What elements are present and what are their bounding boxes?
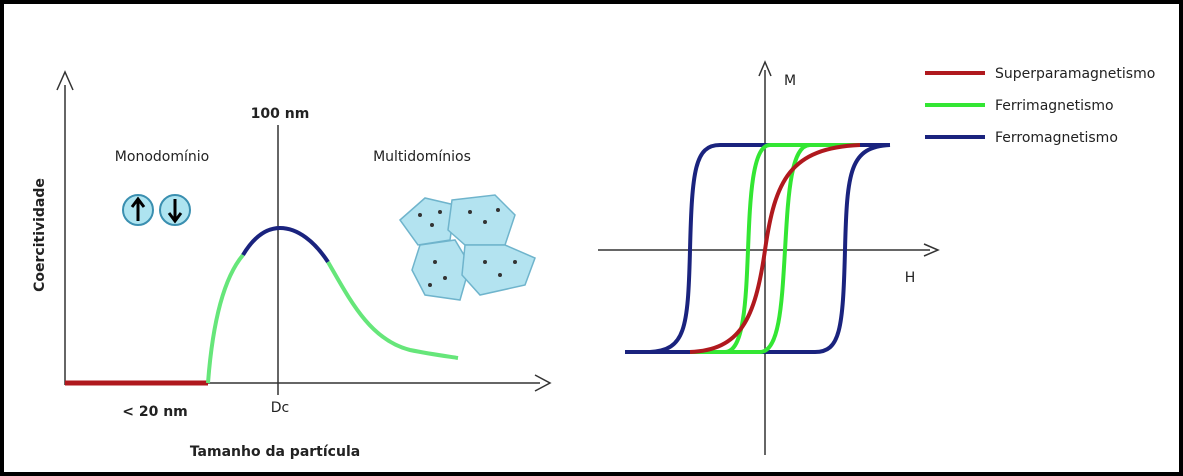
- multi-domain-label: Multidomínios: [373, 149, 471, 165]
- y-axis-label: Coercitividade: [32, 178, 48, 292]
- critical-size-label: 100 nm: [251, 106, 310, 122]
- legend-label: Superparamagnetismo: [995, 66, 1155, 82]
- m-axis-label: M: [784, 73, 796, 89]
- h-axis-label: H: [905, 270, 916, 286]
- x-axis-label: Tamanho da partícula: [190, 444, 360, 460]
- legend-label: Ferrimagnetismo: [995, 98, 1114, 114]
- single-domain-label: Monodomínio: [115, 149, 209, 165]
- critical-size-tick: Dc: [271, 400, 289, 416]
- figure: Coercitividade 100 nm Dc < 20 nm Tamanho…: [0, 0, 1183, 476]
- legend-label: Ferromagnetismo: [995, 130, 1118, 146]
- small-size-label: < 20 nm: [122, 404, 188, 420]
